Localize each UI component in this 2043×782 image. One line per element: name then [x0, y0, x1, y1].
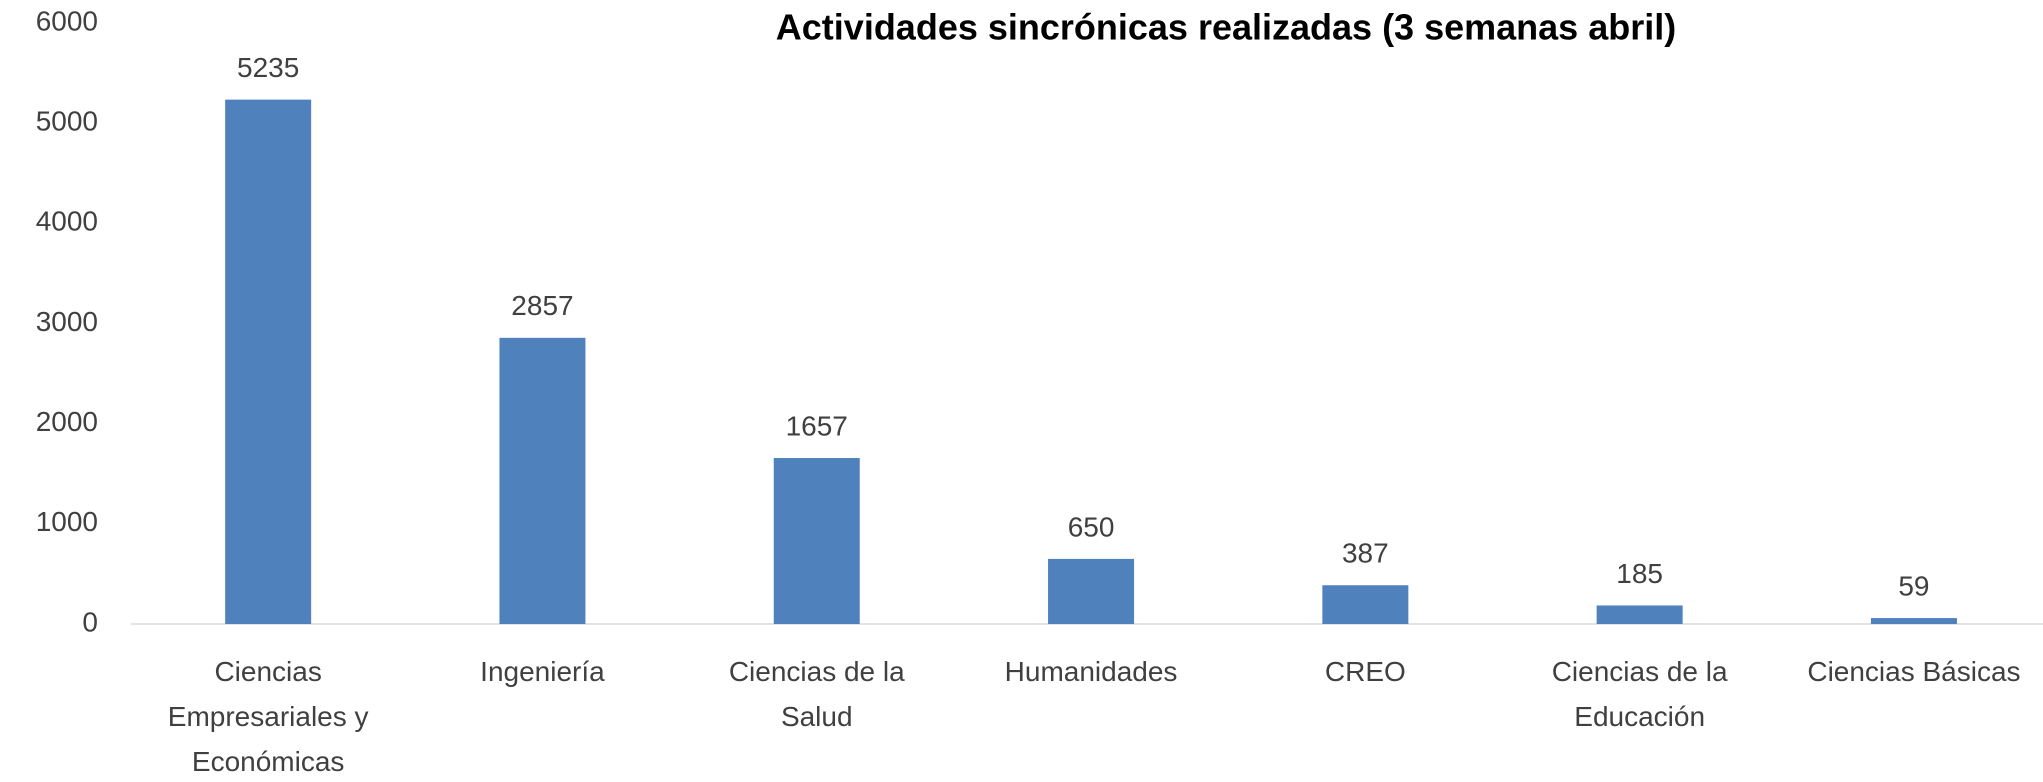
value-label: 5235 — [237, 52, 299, 83]
value-label: 1657 — [786, 410, 848, 441]
y-tick-label: 4000 — [36, 206, 98, 237]
bar — [1596, 605, 1683, 624]
bar — [225, 99, 312, 624]
y-tick-label: 6000 — [36, 5, 98, 36]
y-tick-label: 1000 — [36, 506, 98, 537]
x-tick-label: Ingeniería — [480, 656, 605, 687]
bar — [499, 337, 586, 624]
value-label: 387 — [1342, 538, 1389, 569]
y-tick-label: 2000 — [36, 406, 98, 437]
bar — [1322, 585, 1409, 624]
value-label: 650 — [1068, 511, 1115, 542]
bar — [1870, 618, 1957, 624]
value-label: 59 — [1898, 570, 1929, 601]
chart-title: Actividades sincrónicas realizadas (3 se… — [776, 7, 1676, 48]
y-tick-label: 5000 — [36, 106, 98, 137]
value-label: 2857 — [511, 290, 573, 321]
x-tick-label: CREO — [1325, 656, 1406, 687]
x-tick-label: Ciencias Básicas — [1807, 656, 2020, 687]
y-tick-label: 3000 — [36, 306, 98, 337]
x-tick-label: Ciencias de la Salud — [729, 656, 905, 732]
x-tick-label: Humanidades — [1005, 656, 1178, 687]
bar — [1048, 558, 1135, 624]
x-tick-label: Ciencias de la Educación — [1552, 656, 1728, 732]
y-tick-label: 0 — [82, 606, 98, 637]
x-tick-label: Ciencias Empresariales y Económicas — [168, 656, 369, 777]
value-label: 185 — [1616, 558, 1663, 589]
bar — [773, 458, 860, 624]
